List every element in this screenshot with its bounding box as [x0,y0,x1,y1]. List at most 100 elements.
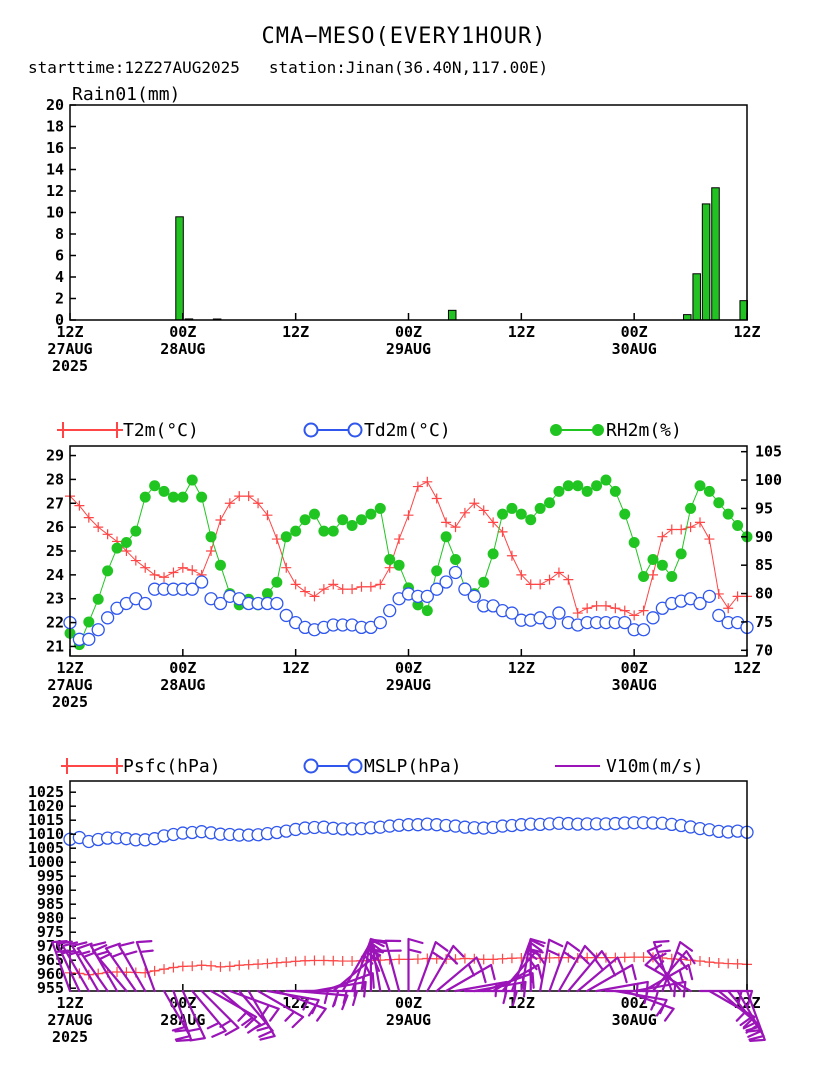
rh2m-point [290,525,302,537]
psfc-point [159,964,170,975]
rain-ytick-label: 6 [55,247,64,265]
t2m-point [732,591,743,602]
td2m-point [618,615,632,630]
rh-ytick-label: 80 [755,585,773,603]
press-ytick-label: 1015 [28,811,64,829]
rain-bar [711,187,720,321]
psfc-point [337,956,348,967]
td2m-point [430,582,444,596]
rh-ytick-label: 75 [755,613,773,631]
rh2m-point [421,605,433,617]
psfc-point [290,956,301,967]
mslp-legend-label: MSLP(hPa) [364,756,462,777]
rain-panel-title: Rain01(mm) [72,84,180,105]
wind-barbs [51,937,766,1042]
rh2m-point [694,480,706,492]
rh2m-point [572,480,584,492]
press-xtick-label: 2025 [52,1028,88,1046]
td2m-point [552,606,566,620]
t2m-point [243,491,254,502]
t2m-point [610,603,621,614]
t2m-point [356,581,367,592]
temp-xtick-label: 29AUG [386,676,431,694]
td2m-point [138,596,152,611]
rh2m-point [534,502,546,514]
wind-barb [384,939,402,993]
press-xtick-label: 12Z [508,994,535,1012]
rain-ytick-label: 2 [55,290,64,308]
psfc-point [497,953,508,964]
wind-barb [135,940,156,993]
wind-legend-label: V10m(m/s) [606,756,704,777]
temp-ytick-label: 27 [46,494,64,512]
td2m-legend-label: Td2m(°C) [364,420,451,441]
press-xtick-label: 00Z [395,994,422,1012]
psfc-point [638,952,649,963]
rain-bar [692,273,701,321]
t2m-point [206,546,217,556]
rain-bar [683,314,692,321]
rh2m-point [196,491,208,503]
t2m-point [300,586,311,597]
psfc-point [713,958,724,968]
psfc-legend-label: Psfc(hPa) [123,756,221,777]
wind-barb [200,989,240,1036]
t2m-point [619,605,630,616]
td2m-point [448,565,463,580]
wind-barb [586,963,637,993]
rain-xtick-label: 2025 [52,357,88,375]
temp-xtick-label: 00Z [395,659,422,677]
wind-barb [104,942,137,993]
wind-barb [407,937,424,993]
rain-ytick-label: 20 [46,96,64,114]
temp-ytick-label: 21 [46,637,64,655]
t2m-point [553,567,564,578]
rh2m-point [374,502,386,514]
rain-ytick-label: 4 [55,268,64,286]
t2m-point [403,510,414,521]
temp-xtick-label: 28AUG [160,676,205,694]
t2m-point [234,491,245,502]
t2m-point [140,562,151,573]
t2m-point [431,493,442,504]
t2m-point [657,531,668,542]
rh2m-point [675,548,687,560]
t2m-point [535,579,546,590]
td2m-point [82,632,96,646]
t2m-point [290,579,301,590]
td2m-point [213,596,228,611]
rh2m-point [337,514,349,526]
wind-barb [162,989,192,1041]
t2m-point [572,608,583,619]
rh2m-point [544,497,556,509]
wind-barb [548,941,581,993]
rain-xtick-label: 12Z [282,323,309,341]
wind-barb [56,940,81,993]
press-xtick-label: 30AUG [612,1011,657,1029]
rain-ytick-label: 14 [46,161,64,179]
temp-xtick-label: 12Z [508,659,535,677]
rh2m-point [393,559,405,571]
psfc-point [300,955,311,966]
psfc-point [206,960,217,971]
t2m-point [149,569,160,580]
psfc-point [149,965,160,976]
t2m-point [563,574,574,585]
t2m-point [375,579,386,590]
t2m-point [83,512,94,523]
temp-xtick-label: 2025 [52,693,88,711]
t2m-point [337,584,348,595]
rh2m-point [205,531,217,543]
temp-ytick-label: 29 [46,447,64,465]
wind-barb [416,941,449,993]
rain-xtick-label: 12Z [733,323,760,341]
td2m-point [373,615,387,630]
rh2m-point [478,576,490,588]
wind-barb [445,963,496,993]
temperature-axes: 21222324252627282970758085909510010512Z2… [46,443,782,711]
wind-barb [91,944,128,993]
rh2m-point [440,531,452,543]
press-ytick-label: 960 [37,965,64,983]
temperature-humidity-panel: T2m(°C) Td2m(°C) RH2m(%) 21 22 23 24 25 26 27 2… [46,420,782,711]
t2m-point [394,534,405,545]
